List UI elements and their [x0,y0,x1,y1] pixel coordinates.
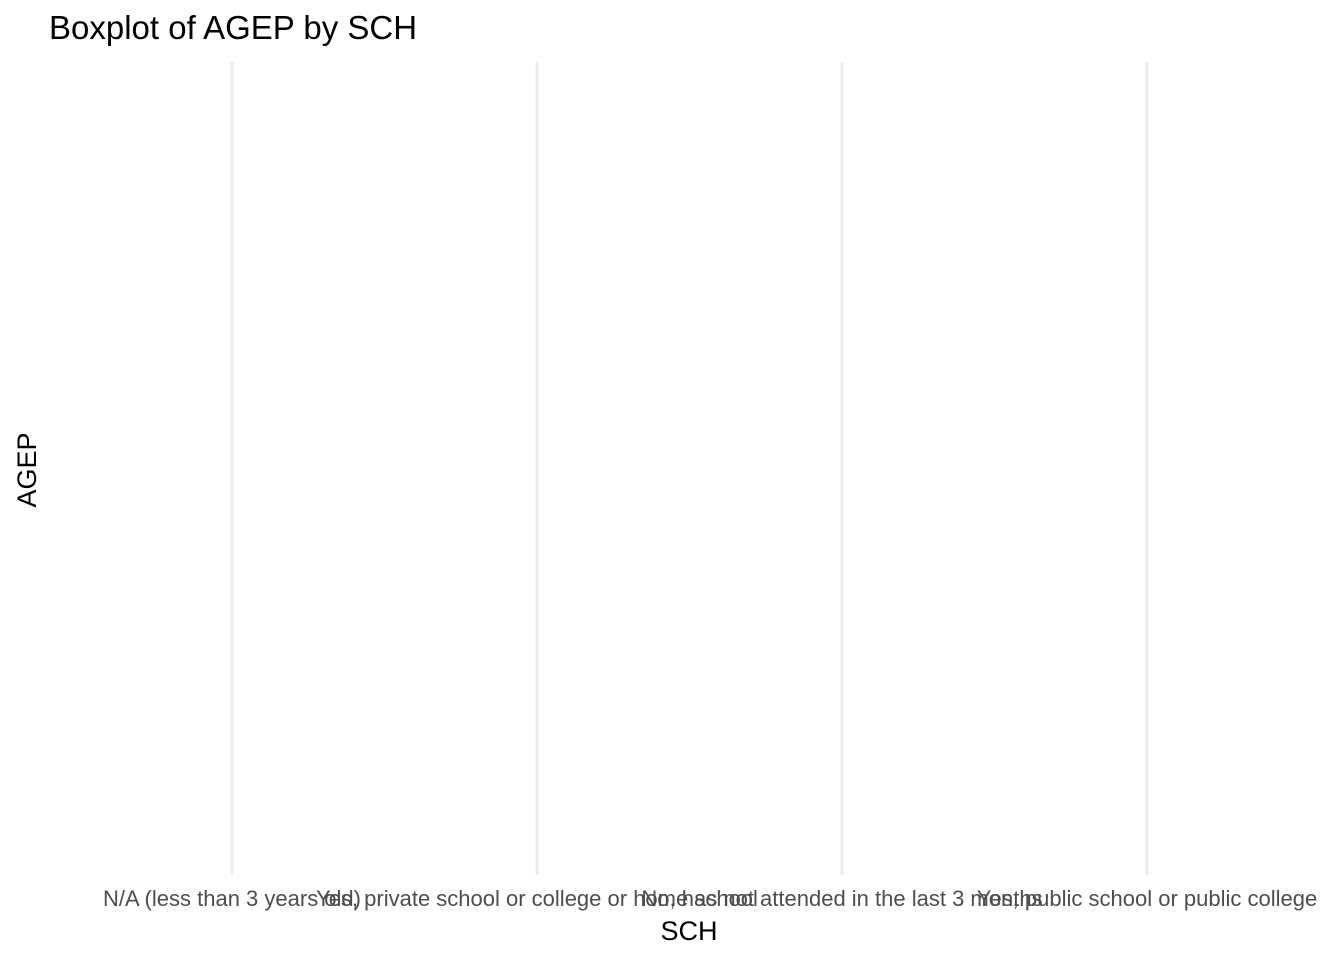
x-axis-label: SCH [660,916,717,946]
x-tick-label: N/A (less than 3 years old) [103,886,361,911]
y-axis-label: AGEP [12,432,42,507]
gridlines [230,62,1149,875]
x-tick-label: Yes, public school or public college [977,886,1317,911]
x-tick-label: No, has not attended in the last 3 month… [641,886,1042,911]
x-axis-tick-labels: N/A (less than 3 years old)Yes, private … [103,886,1317,911]
x-tick-label: Yes, private school or college or home s… [316,886,758,911]
chart-title: Boxplot of AGEP by SCH [49,9,417,46]
